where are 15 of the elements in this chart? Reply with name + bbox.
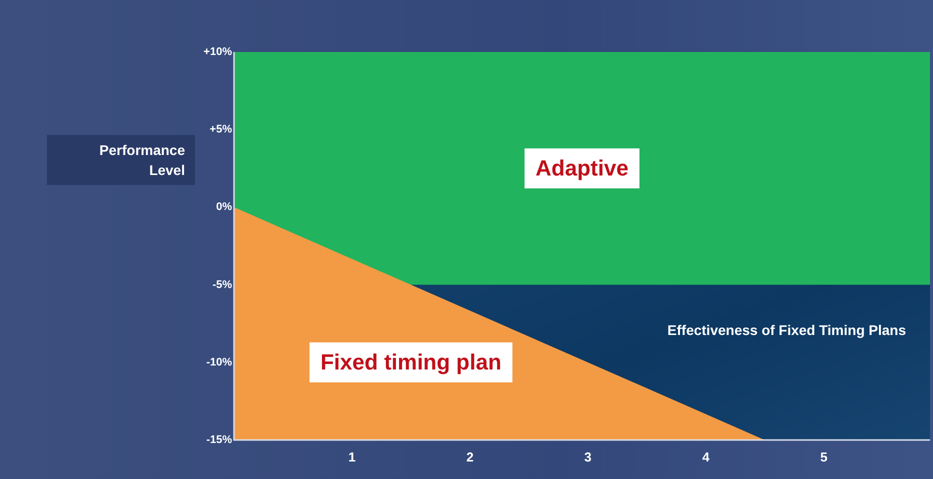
band-label: Adaptive (536, 155, 628, 180)
y-axis-title: Performance Level (98, 141, 185, 180)
y-tick-label: +5% (210, 124, 232, 136)
x-tick-label: 1 (348, 449, 356, 464)
x-tick-label: 3 (584, 449, 592, 464)
y-tick-label: +10% (204, 46, 232, 58)
y-tick-label: 0% (216, 201, 232, 214)
x-axis-title: Effectiveness of Fixed Timing Plans (667, 322, 906, 338)
y-tick-label: -10% (206, 356, 232, 368)
y-tick-label: -5% (212, 278, 232, 291)
series-label: Fixed timing plan (320, 349, 502, 374)
x-tick-label: 2 (466, 449, 474, 464)
x-tick-label: 5 (820, 449, 828, 464)
y-tick-label: -15% (206, 434, 232, 446)
x-tick-label: 4 (702, 449, 710, 464)
